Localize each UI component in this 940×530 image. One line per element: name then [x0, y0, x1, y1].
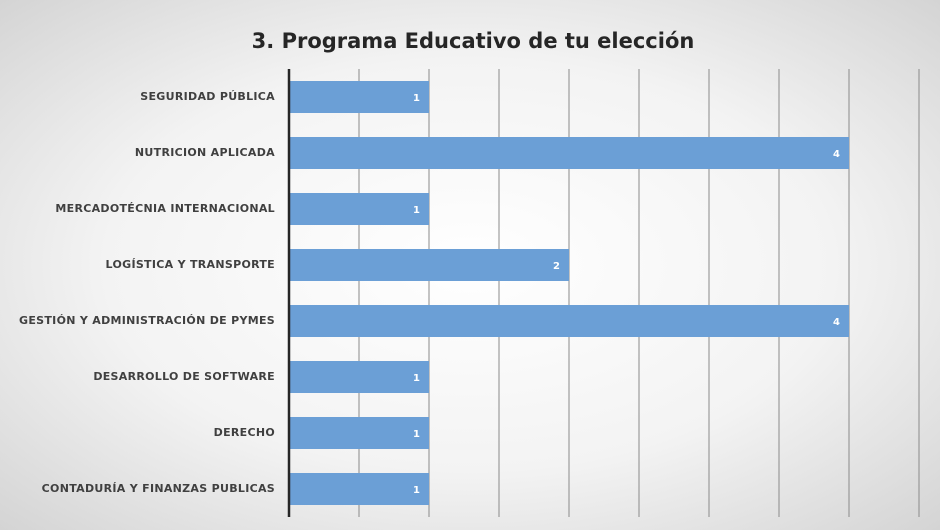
- value-label: 1: [413, 205, 420, 216]
- chart-title: 3. Programa Educativo de tu elección: [252, 29, 695, 53]
- bar: [289, 193, 429, 225]
- value-label: 1: [413, 93, 420, 104]
- bar: [289, 361, 429, 393]
- y-tick-label: NUTRICION APLICADA: [135, 146, 275, 159]
- value-label: 4: [833, 149, 840, 160]
- bar: [289, 473, 429, 505]
- value-label: 1: [413, 429, 420, 440]
- y-tick-label: DERECHO: [214, 426, 275, 439]
- y-tick-label: SEGURIDAD PÚBLICA: [140, 90, 275, 103]
- bar: [289, 249, 569, 281]
- value-label: 4: [833, 317, 840, 328]
- bar: [289, 417, 429, 449]
- y-tick-label: LOGÍSTICA Y TRANSPORTE: [106, 258, 275, 271]
- value-label: 1: [413, 485, 420, 496]
- y-tick-label: DESARROLLO DE SOFTWARE: [93, 370, 275, 383]
- bar: [289, 81, 429, 113]
- value-label: 2: [553, 261, 560, 272]
- y-tick-label: GESTIÓN Y ADMINISTRACIÓN DE PYMES: [19, 314, 275, 327]
- y-tick-label: CONTADURÍA Y FINANZAS PUBLICAS: [42, 482, 275, 495]
- bar: [289, 137, 849, 169]
- bar: [289, 305, 849, 337]
- value-label: 1: [413, 373, 420, 384]
- y-tick-label: MERCADOTÉCNIA INTERNACIONAL: [55, 202, 275, 215]
